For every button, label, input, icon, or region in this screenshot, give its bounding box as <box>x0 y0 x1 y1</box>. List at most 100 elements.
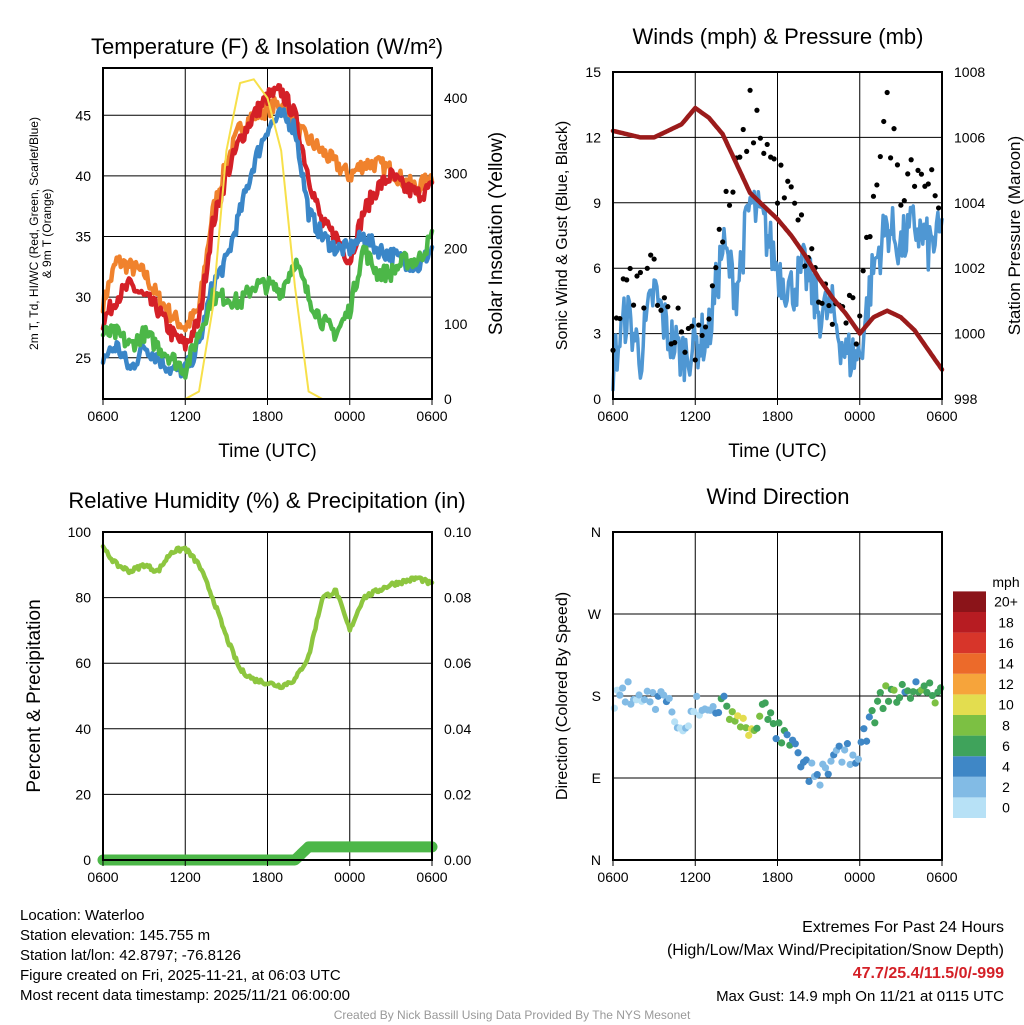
panel-title: Wind Direction <box>706 484 849 509</box>
y-tick-label: 30 <box>75 289 91 305</box>
gust-point <box>682 349 688 355</box>
series-2m-t <box>100 83 435 352</box>
extremes-title: Extremes For Past 24 Hours <box>802 919 1004 936</box>
direction-point <box>873 697 882 705</box>
y2-tick-label: 0.00 <box>444 852 471 868</box>
gust-point <box>843 320 849 326</box>
gust-point <box>637 269 644 276</box>
gust-point <box>689 323 695 329</box>
direction-point <box>783 731 791 739</box>
credit: Created By Nick Bassill Using Data Provi… <box>333 1008 691 1022</box>
direction-point <box>764 715 772 724</box>
direction-point <box>646 698 654 706</box>
y2-tick-label: 100 <box>444 316 468 332</box>
direction-point <box>725 715 734 724</box>
direction-point <box>923 688 931 696</box>
y2-tick-label: 0.10 <box>444 524 471 540</box>
x-tick-label: 1800 <box>762 408 793 424</box>
y-tick-label: 6 <box>593 260 601 276</box>
max-gust: Max Gust: 14.9 mph On 11/21 at 0115 UTC <box>716 988 1004 1005</box>
direction-point <box>739 714 747 722</box>
gust-point <box>747 87 753 93</box>
gust-point <box>870 193 877 199</box>
direction-point <box>882 682 890 690</box>
direction-point <box>808 759 816 767</box>
colorbar-label: 14 <box>998 656 1014 672</box>
x-tick-label: 0600 <box>926 869 957 885</box>
colorbar-swatch <box>953 715 986 736</box>
gust-point <box>696 322 702 328</box>
direction-point <box>821 764 830 772</box>
y2-tick-label: 0.02 <box>444 786 471 802</box>
gust-point <box>781 195 787 201</box>
gust-point <box>819 300 825 306</box>
y-axis-label: Sonic Wind & Gust (Blue, Black) <box>554 121 571 350</box>
x-tick-label: 0600 <box>416 869 447 885</box>
colorbar-label: 18 <box>998 614 1014 630</box>
y2-axis-label: Station Pressure (Maroon) <box>1005 136 1024 335</box>
y-axis-label: Direction (Colored By Speed) <box>554 592 571 800</box>
direction-point <box>684 722 692 730</box>
y2-tick-label: 1002 <box>954 260 985 276</box>
gust-point <box>915 167 921 173</box>
direction-point <box>753 724 761 732</box>
x-tick-label: 1800 <box>252 869 283 885</box>
x-tick-label: 1200 <box>170 869 201 885</box>
colorbar-label: 6 <box>1002 738 1010 754</box>
elevation: Station elevation: 145.755 m <box>20 927 211 944</box>
direction-point <box>871 719 879 727</box>
direction-point <box>668 708 676 716</box>
x-tick-label: 0600 <box>416 408 447 424</box>
x-axis-label: Time (UTC) <box>218 441 317 462</box>
x-tick-label: 1200 <box>680 408 711 424</box>
data-timestamp: Most recent data timestamp: 2025/11/21 0… <box>20 987 350 1004</box>
gust-point <box>901 198 907 204</box>
gust-point <box>716 226 722 232</box>
gust-point <box>887 155 894 161</box>
gust-point <box>641 305 647 311</box>
y-axis-label: 2m T, Td, HI/WC (Red, Green, Scarlet/Blu… <box>27 117 41 350</box>
direction-point <box>802 756 810 764</box>
y2-tick-label: 200 <box>444 241 468 257</box>
colorbar-swatch <box>953 653 986 674</box>
extremes-values: 47.7/25.4/11.5/0/-999 <box>852 965 1004 982</box>
direction-point <box>824 770 832 778</box>
direction-point <box>854 755 862 763</box>
direction-point <box>736 723 745 731</box>
gust-point <box>709 283 715 289</box>
direction-point <box>863 737 871 745</box>
gust-point <box>634 273 640 279</box>
y-tick-label: 0 <box>83 852 91 868</box>
colorbar-swatch <box>953 735 986 757</box>
gust-point <box>744 148 750 154</box>
series-sonic-wind <box>611 189 944 392</box>
gust-point <box>809 246 815 252</box>
y-tick-label: N <box>591 852 601 868</box>
gust-point <box>706 316 712 322</box>
gust-point <box>867 234 873 240</box>
direction-point <box>665 694 673 703</box>
direction-point <box>904 687 912 695</box>
panel-1: Temperature (F) & Insolation (W/m²) 0600 1… <box>27 34 507 462</box>
y2-tick-label: 0.08 <box>444 590 471 606</box>
direction-point <box>728 708 736 716</box>
direction-point <box>671 718 679 726</box>
direction-point <box>742 724 750 732</box>
panel-title: Temperature (F) & Insolation (W/m²) <box>91 34 443 59</box>
direction-point <box>745 731 753 739</box>
gust-point <box>730 189 736 195</box>
direction-point <box>731 717 739 725</box>
gust-point <box>737 154 743 160</box>
colorbar-swatch <box>953 797 986 818</box>
y-tick-label: 60 <box>75 655 91 671</box>
gust-point <box>898 202 904 208</box>
x-tick-label: 0000 <box>334 408 365 424</box>
station-info: Location: Waterloo Station elevation: 14… <box>20 906 350 1006</box>
gust-point <box>654 302 661 308</box>
gust-point <box>785 178 791 184</box>
gust-point <box>764 141 770 148</box>
panel-3: Relative Humidity (%) & Precipitation (i… <box>24 488 471 885</box>
y-tick-label: E <box>592 770 601 786</box>
